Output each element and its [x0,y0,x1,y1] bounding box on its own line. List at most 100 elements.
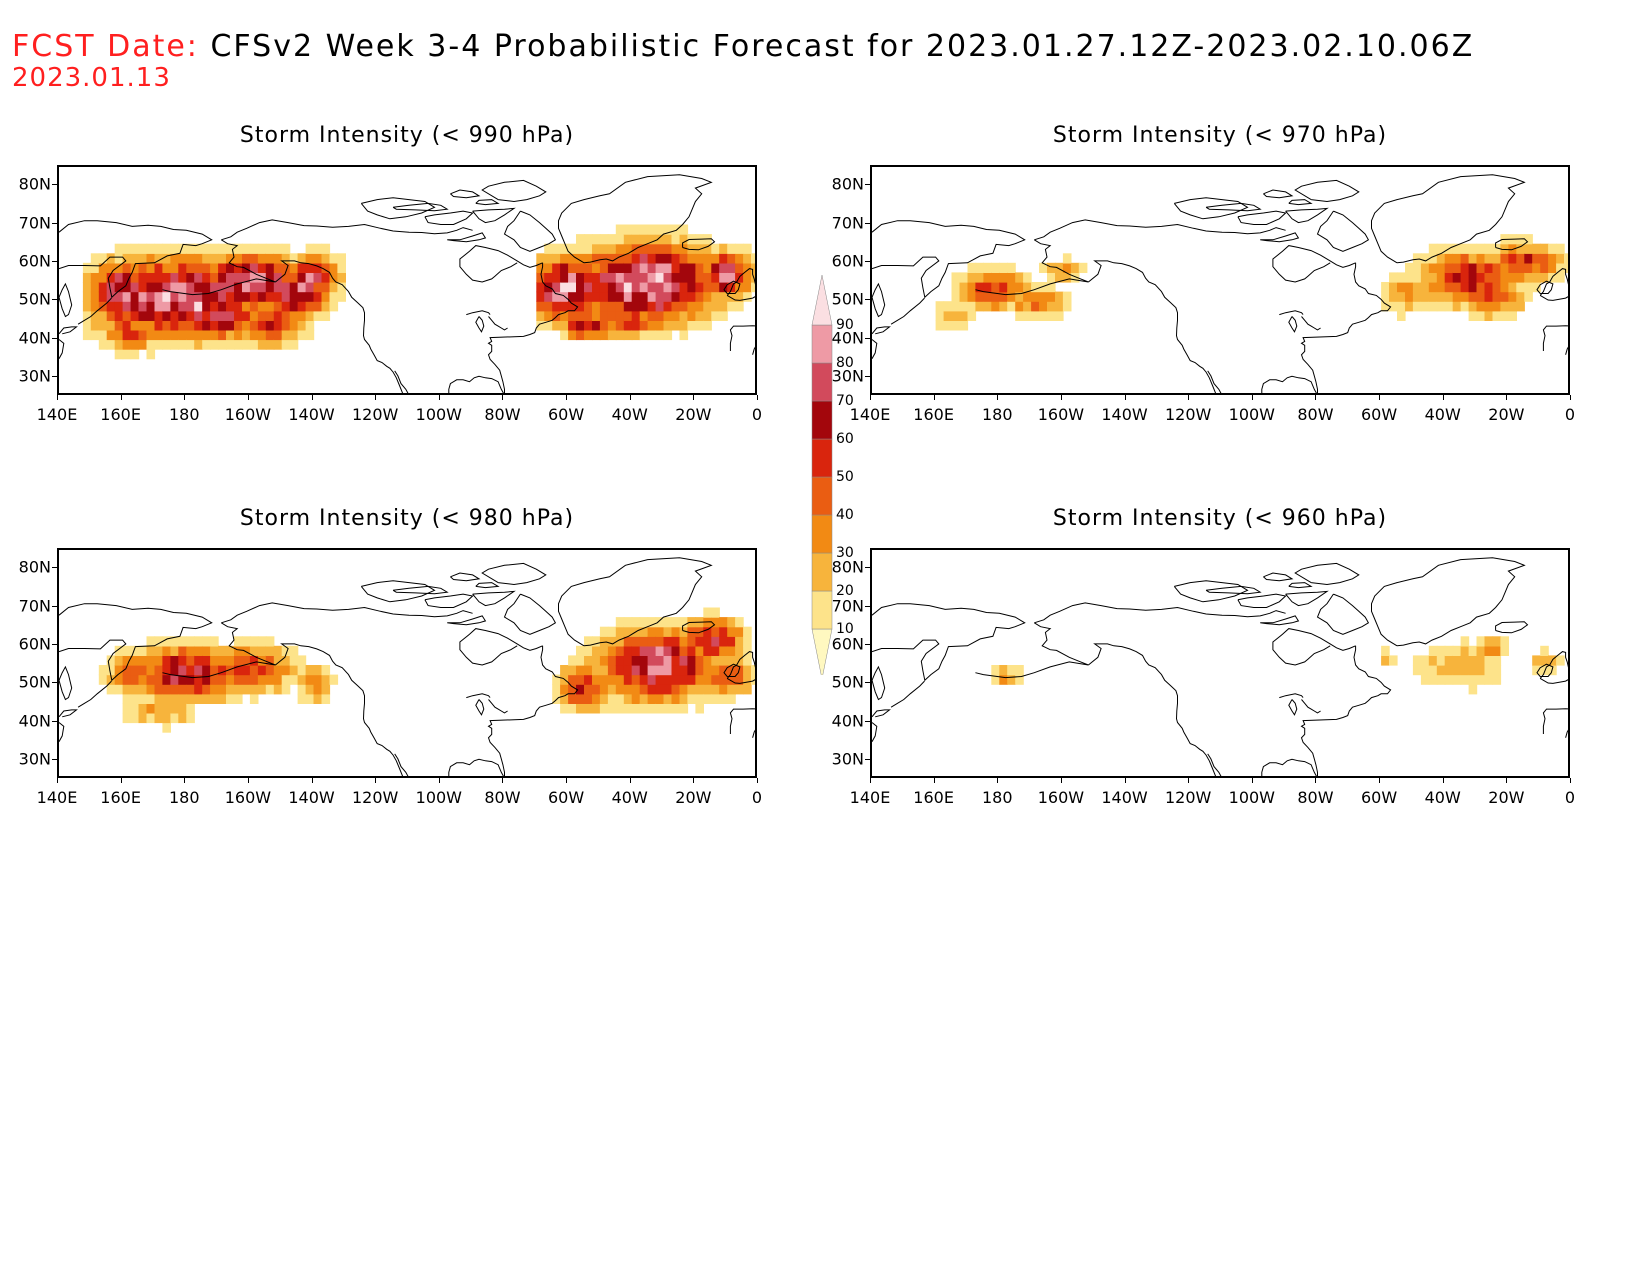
lon-tick-label: 60W [1360,405,1398,424]
probability-cell [186,339,195,350]
probability-cell [257,674,267,685]
probability-cell [639,617,649,628]
probability-cell [257,636,267,647]
probability-cell [552,301,561,312]
probability-cell [751,272,755,283]
probability-cell [130,712,140,724]
probability-cell [560,282,569,293]
probability-cell [967,301,977,312]
probability-cell [162,253,171,264]
probability-cell [1508,282,1517,293]
probability-cell [639,329,649,341]
probability-cell [695,674,704,685]
probability-cell [1078,262,1088,273]
probability-cell [202,291,211,302]
probability-cell [202,665,211,676]
probability-cell [679,665,689,676]
probability-cell [576,320,585,331]
coastline [682,238,716,251]
probability-cell [560,243,569,254]
coastline [488,316,508,331]
probability-cell [321,310,331,321]
probability-cell [242,665,251,676]
probability-cell [576,329,585,341]
lon-tick [1060,395,1062,400]
probability-cell [1412,291,1422,302]
lon-tick [1442,778,1444,783]
probability-cell [719,636,728,647]
coastline [1288,699,1298,716]
probability-cell [194,262,203,273]
probability-cell [122,310,132,321]
probability-cell [1405,272,1414,283]
probability-cell [1420,655,1430,666]
probability-cell [249,282,259,293]
probability-cell [568,665,577,676]
lat-tick [52,299,57,301]
probability-cell [623,253,633,264]
lon-tick-label: 0 [1564,788,1576,807]
probability-cell [631,703,641,714]
probability-cell [663,684,673,695]
probability-cell [170,703,179,714]
probability-cell [130,282,140,293]
lon-tick [1570,395,1571,400]
probability-cell [623,684,633,695]
probability-cell [289,262,299,273]
probability-cell [281,665,291,676]
probability-cell [719,272,728,283]
probability-cell [695,636,704,647]
lon-tick-label: 160E [913,788,954,807]
probability-cell [130,272,140,283]
probability-cell [194,243,203,254]
probability-cell [114,684,124,695]
probability-cell [194,282,203,293]
probability-cell [1540,243,1549,254]
probability-cell [1484,665,1494,676]
probability-cell [663,655,673,666]
probability-cell [130,703,140,714]
probability-cell [1492,674,1502,685]
probability-cell [186,272,195,283]
probability-cell [967,272,977,283]
probability-cell [983,301,992,312]
probability-cell [663,301,673,312]
lat-tick-label: 40N [831,328,864,347]
probability-cell [703,310,712,321]
coastline [1034,602,1286,624]
probability-cell [186,712,195,724]
probability-cell [544,262,553,273]
coastline [1173,197,1249,220]
probability-cell [210,272,219,283]
probability-cell [122,301,132,312]
probability-cell [162,674,171,685]
probability-cell [576,693,585,704]
probability-cell [576,645,585,656]
probability-cell [743,291,752,302]
probability-cell [1476,272,1486,283]
colorbar-swatch [811,275,833,326]
coastlines [59,174,755,393]
probability-cell [178,320,187,331]
probability-cell [114,645,124,656]
probability-cell [631,684,641,695]
probability-cell [959,282,969,293]
probability-cell [615,224,625,235]
probability-cell [1023,272,1032,283]
probability-cell [647,645,657,656]
coastline [162,239,276,296]
probability-cell [1492,291,1502,302]
probability-cell [218,282,227,293]
probability-cell [210,262,219,273]
probability-cell [289,665,299,676]
probability-cell [154,320,164,331]
probability-cell [1023,301,1032,312]
probability-cell [584,272,593,283]
probability-cell [663,320,673,331]
probability-cell [663,262,673,273]
probability-cell [536,253,545,264]
probability-cell [967,291,977,302]
probability-cell [297,253,307,264]
probability-cell [743,282,752,293]
probability-cell [1420,674,1430,685]
